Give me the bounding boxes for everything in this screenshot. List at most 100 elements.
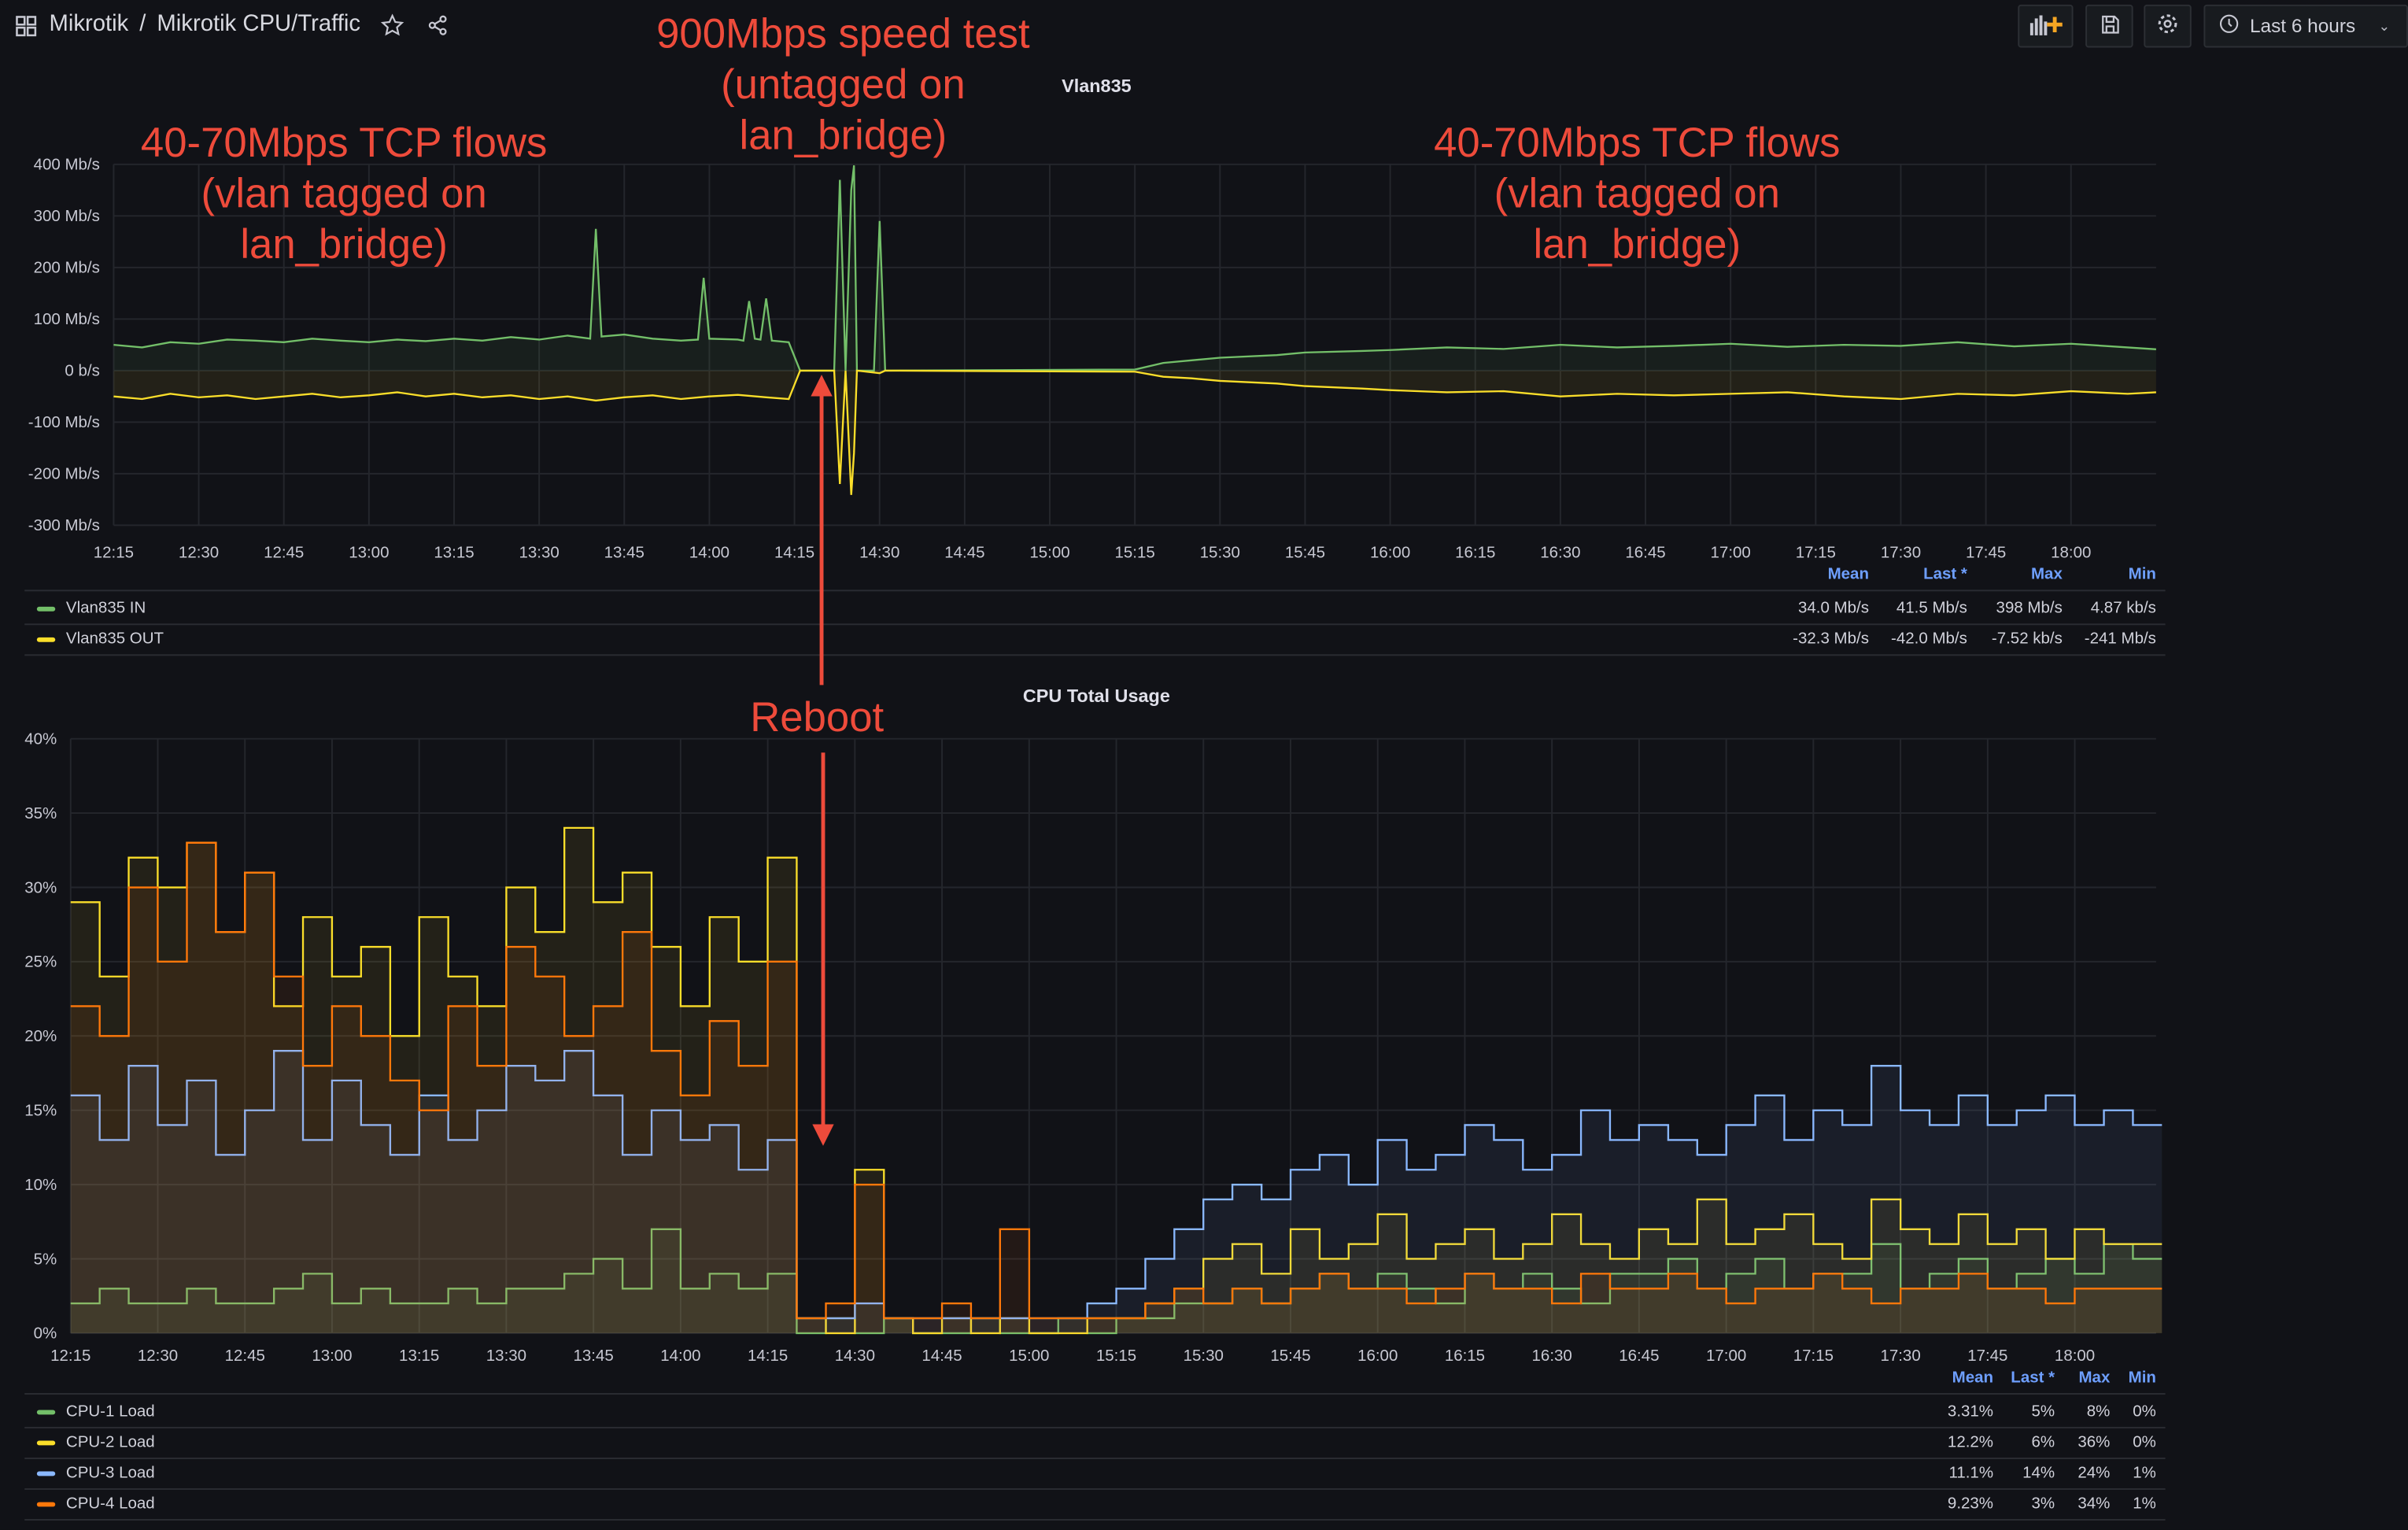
- y-tick-label: 20%: [24, 1027, 57, 1045]
- legend-last-value: -42.0 Mb/s: [1891, 630, 1967, 649]
- y-tick-label: -300 Mb/s: [28, 516, 100, 534]
- x-tick-label: 16:15: [1445, 1347, 1485, 1365]
- x-tick-label: 17:00: [1706, 1347, 1746, 1365]
- dashboard-title[interactable]: Mikrotik CPU/Traffic: [157, 10, 361, 37]
- y-tick-label: 200 Mb/s: [34, 259, 100, 277]
- x-tick-label: 15:00: [1029, 543, 1069, 561]
- star-icon[interactable]: [380, 13, 404, 45]
- x-tick-label: 16:30: [1532, 1347, 1572, 1365]
- legend-color-swatch: [36, 1440, 56, 1446]
- series-line-cpu-4-load[interactable]: [70, 841, 2162, 1320]
- legend-mean-value: 12.2%: [1947, 1432, 1994, 1452]
- legend-last-value: 5%: [2031, 1402, 2055, 1421]
- y-tick-label: -100 Mb/s: [28, 413, 100, 431]
- cpu-panel-title[interactable]: CPU Total Usage: [1022, 685, 1170, 707]
- legend-color-swatch: [36, 1502, 56, 1507]
- annotation-left-flows: 40-70Mbps TCP flows (vlan tagged on lan_…: [141, 118, 547, 270]
- annotation-line: lan_bridge): [739, 112, 947, 159]
- legend-color-swatch: [36, 637, 56, 642]
- series-area: [70, 842, 2162, 1333]
- legend-divider: [24, 1426, 2166, 1428]
- legend-color-swatch: [36, 606, 56, 612]
- annotation-right-flows: 40-70Mbps TCP flows (vlan tagged on lan_…: [1434, 118, 1840, 270]
- x-tick-label: 15:00: [1009, 1347, 1049, 1365]
- breadcrumb-root[interactable]: Mikrotik: [49, 10, 129, 37]
- annotation-line: (vlan tagged on: [1494, 170, 1780, 217]
- legend-divider: [24, 589, 2166, 592]
- x-tick-label: 16:30: [1540, 543, 1580, 561]
- series-line-cpu-3-load[interactable]: [70, 1050, 2162, 1320]
- time-range-label: Last 6 hours: [2249, 15, 2356, 37]
- legend-header-mean[interactable]: Mean: [1827, 565, 1869, 584]
- x-tick-label: 16:00: [1370, 543, 1410, 561]
- share-icon[interactable]: [427, 14, 449, 45]
- legend-header-min[interactable]: Min: [2128, 565, 2156, 584]
- add-panel-button[interactable]: [2018, 4, 2074, 48]
- x-tick-label: 12:15: [94, 543, 134, 561]
- settings-button[interactable]: [2144, 4, 2192, 48]
- x-tick-label: 15:30: [1200, 543, 1240, 561]
- legend-min-value: 1%: [2133, 1494, 2156, 1513]
- x-tick-label: 13:30: [519, 543, 560, 561]
- legend-mean-value: 9.23%: [1947, 1494, 1994, 1513]
- legend-divider: [24, 1393, 2166, 1395]
- legend-row[interactable]: Vlan835 IN 34.0 Mb/s 41.5 Mb/s 398 Mb/s 4.87…: [24, 594, 2165, 623]
- legend-mean-value: 3.31%: [1947, 1402, 1994, 1421]
- clock-icon: [2219, 14, 2239, 39]
- x-tick-label: 13:45: [604, 543, 644, 561]
- legend-divider: [24, 1457, 2166, 1459]
- series-area: [70, 1229, 2162, 1333]
- x-tick-label: 15:45: [1285, 543, 1325, 561]
- legend-row[interactable]: Vlan835 OUT -32.3 Mb/s -42.0 Mb/s -7.52 kb/…: [24, 625, 2165, 654]
- x-tick-label: 18:00: [2055, 1347, 2095, 1365]
- x-tick-label: 16:45: [1619, 1347, 1659, 1365]
- traffic-panel-title[interactable]: Vlan835: [1062, 75, 1132, 97]
- legend-row[interactable]: CPU-2 Load 12.2% 6% 36% 0%: [24, 1428, 2165, 1458]
- x-tick-label: 12:45: [264, 543, 304, 561]
- x-tick-label: 14:00: [660, 1347, 700, 1365]
- legend-row[interactable]: CPU-3 Load 11.1% 14% 24% 1%: [24, 1459, 2165, 1488]
- legend-row[interactable]: CPU-1 Load 3.31% 5% 8% 0%: [24, 1398, 2165, 1427]
- y-tick-label: 400 Mb/s: [34, 156, 100, 174]
- time-range-picker[interactable]: Last 6 hours ⌄: [2203, 4, 2408, 48]
- annotation-line: 900Mbps speed test: [656, 10, 1030, 57]
- annotation-line: 40-70Mbps TCP flows: [1434, 120, 1841, 166]
- legend-header-min[interactable]: Min: [2128, 1368, 2156, 1388]
- legend-row[interactable]: CPU-4 Load 9.23% 3% 34% 1%: [24, 1490, 2165, 1519]
- y-tick-label: 25%: [24, 953, 57, 971]
- x-tick-label: 14:30: [835, 1347, 875, 1365]
- breadcrumb: Mikrotik / Mikrotik CPU/Traffic: [49, 11, 360, 37]
- legend-header-max[interactable]: Max: [2030, 565, 2063, 584]
- legend-mean-value: 11.1%: [1948, 1463, 1994, 1483]
- legend-header-last[interactable]: Last *: [1923, 565, 1967, 584]
- y-tick-label: 5%: [34, 1250, 57, 1268]
- legend-max-value: 34%: [2077, 1494, 2111, 1513]
- x-tick-label: 13:15: [399, 1347, 439, 1365]
- legend-series-name: CPU-4 Load: [65, 1494, 155, 1513]
- x-tick-label: 17:00: [1711, 543, 1751, 561]
- grid-icon[interactable]: [16, 16, 37, 45]
- annotation-line: (untagged on: [721, 61, 966, 108]
- x-tick-label: 17:45: [1967, 1347, 2007, 1365]
- series-line-vlan835-in[interactable]: [113, 165, 2156, 372]
- legend-divider: [24, 623, 2166, 626]
- legend-header-mean[interactable]: Mean: [1952, 1368, 1994, 1388]
- legend-min-value: 4.87 kb/s: [2090, 599, 2156, 618]
- legend-last-value: 3%: [2031, 1494, 2055, 1513]
- legend-min-value: 1%: [2133, 1463, 2156, 1483]
- x-tick-label: 17:15: [1796, 543, 1836, 561]
- legend-divider: [24, 1519, 2166, 1521]
- x-tick-label: 14:45: [944, 543, 984, 561]
- series-line-vlan835-out[interactable]: [113, 369, 2156, 495]
- x-tick-label: 12:30: [179, 543, 219, 561]
- annotation-reboot: Reboot: [750, 694, 885, 741]
- x-tick-label: 15:15: [1115, 543, 1155, 561]
- annotation-line: 40-70Mbps TCP flows: [140, 120, 548, 166]
- legend-series-name: CPU-3 Load: [65, 1463, 155, 1483]
- x-tick-label: 14:15: [748, 1347, 788, 1365]
- legend-header-max[interactable]: Max: [2078, 1368, 2111, 1388]
- legend-header-last[interactable]: Last *: [2011, 1368, 2055, 1388]
- save-button[interactable]: [2085, 4, 2133, 48]
- annotation-line: lan_bridge): [240, 221, 448, 268]
- x-tick-label: 13:00: [349, 543, 389, 561]
